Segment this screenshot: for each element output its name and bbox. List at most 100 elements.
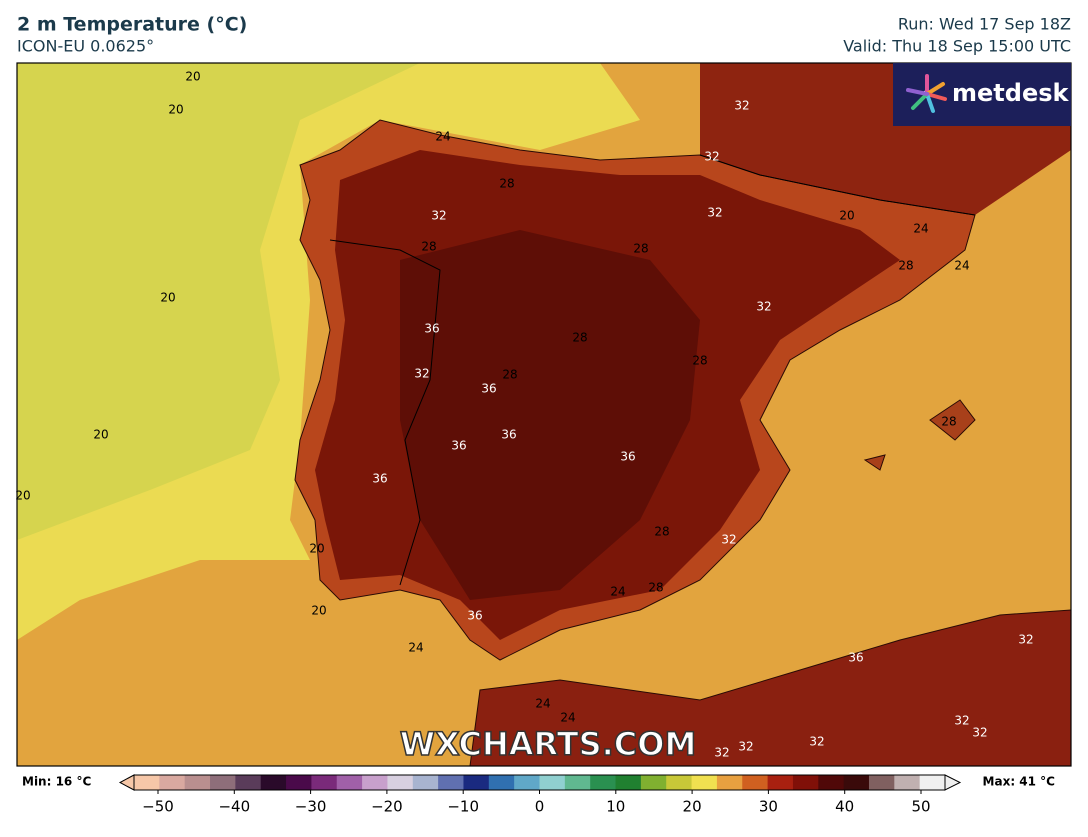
contour-label: 32 [738,740,753,754]
contour-label: 28 [898,259,913,273]
contour-label: 24 [954,259,969,273]
logo-icon [906,74,947,113]
contour-label: 28 [572,331,587,345]
colorbar-swatch [716,775,743,790]
islands [863,399,976,471]
colorbar-swatch [615,775,642,790]
contour-label: 24 [435,130,450,144]
contour-label: 28 [421,240,436,254]
contour-label: 24 [535,697,550,711]
contour-label: 28 [654,525,669,539]
colorbar-swatch [590,775,617,790]
contour-label: 28 [648,581,663,595]
contour-label: 28 [941,415,956,429]
colorbar-tick-label: 30 [759,798,778,816]
contour-label: 32 [714,746,729,760]
colorbar-extension [944,774,962,791]
run-time: Run: Wed 17 Sep 18Z [898,15,1071,34]
colorbar-swatch [640,775,667,790]
colorbar-swatch [742,775,769,790]
contour-label: 20 [15,489,30,503]
colorbar-swatch [539,775,566,790]
colorbar-swatch [868,775,895,790]
colorbar-swatch [919,775,946,790]
contour-label: 28 [692,354,707,368]
contour-label: 32 [414,367,429,381]
contour-label: 32 [809,735,824,749]
colorbar-swatch [412,775,439,790]
colorbar-swatch [235,775,262,790]
contour-label: 32 [954,714,969,728]
colorbar-swatch [134,775,160,790]
contour-label: 36 [501,428,516,442]
logo-text: metdesk [952,79,1070,107]
colorbar-tick-label: −50 [142,798,174,816]
contour-label: 28 [502,368,517,382]
colorbar-swatch [691,775,718,790]
border [699,154,976,216]
colorbar-swatch [387,775,414,790]
colorbar-max: Max: 41 °C [983,775,1056,789]
contour-label: 32 [721,533,736,547]
colorbar-swatch [843,775,870,790]
colorbar-tick-label: −40 [218,798,250,816]
contour-label: 36 [620,450,635,464]
contour-label: 32 [734,99,749,113]
contour-label: 36 [467,609,482,623]
colorbar-tick-label: −10 [447,798,479,816]
contour-label: 20 [309,542,324,556]
contour-label: 20 [311,604,326,618]
map [17,63,1071,766]
watermark: WXCHARTS.COM [400,725,697,763]
contour-label: 24 [913,222,928,236]
colorbar-swatch [159,775,186,790]
contour-label: 20 [160,291,175,305]
subtitle: ICON-EU 0.0625° [17,37,154,56]
colorbar-tick-label: −30 [295,798,327,816]
iberia-core [400,230,700,600]
north-africa [469,609,1071,766]
colorbar-swatch [184,775,211,790]
colorbar-swatch [286,775,312,790]
colorbar-tick-label: 50 [911,798,930,816]
contour-label: 36 [451,439,466,453]
colorbar-swatch [438,775,464,790]
contour-label: 32 [707,206,722,220]
contour-label: 36 [424,322,439,336]
contour-label: 24 [560,711,575,725]
contour-label: 20 [185,70,200,84]
contour-label: 20 [93,428,108,442]
valid-time: Valid: Thu 18 Sep 15:00 UTC [843,37,1071,56]
colorbar-swatch [488,775,515,790]
colorbar-tick-label: −20 [371,798,403,816]
contour-label: 28 [633,242,648,256]
contour-label: 36 [372,472,387,486]
colorbar-swatch [311,775,338,790]
colorbar-swatch [767,775,794,790]
colorbar-tick-label: 20 [683,798,702,816]
colorbar-swatch [362,775,388,790]
colorbar-swatch [463,775,490,790]
sea-cool [17,63,420,540]
contour-label: 36 [848,651,863,665]
contour-label: 20 [168,103,183,117]
colorbar-swatch [818,775,845,790]
contour-label: 32 [756,300,771,314]
colorbar-swatch [894,775,921,790]
colorbar: −50 −40 −30 −20 −10 0 10 20 30 40 50 [118,774,962,816]
colorbar-tick-label: 40 [835,798,854,816]
colorbar-swatch [210,775,236,790]
border [329,239,441,586]
contour-label: 32 [972,726,987,740]
colorbar-extension [118,774,135,791]
contour-label: 32 [704,150,719,164]
contour-label: 32 [431,209,446,223]
contour-label: 20 [839,209,854,223]
colorbar-min: Min: 16 °C [22,775,91,789]
contour-label: 24 [408,641,423,655]
colorbar-swatch [260,775,287,790]
title: 2 m Temperature (°C) [17,14,247,36]
colorbar-tick-label: 0 [535,798,545,816]
